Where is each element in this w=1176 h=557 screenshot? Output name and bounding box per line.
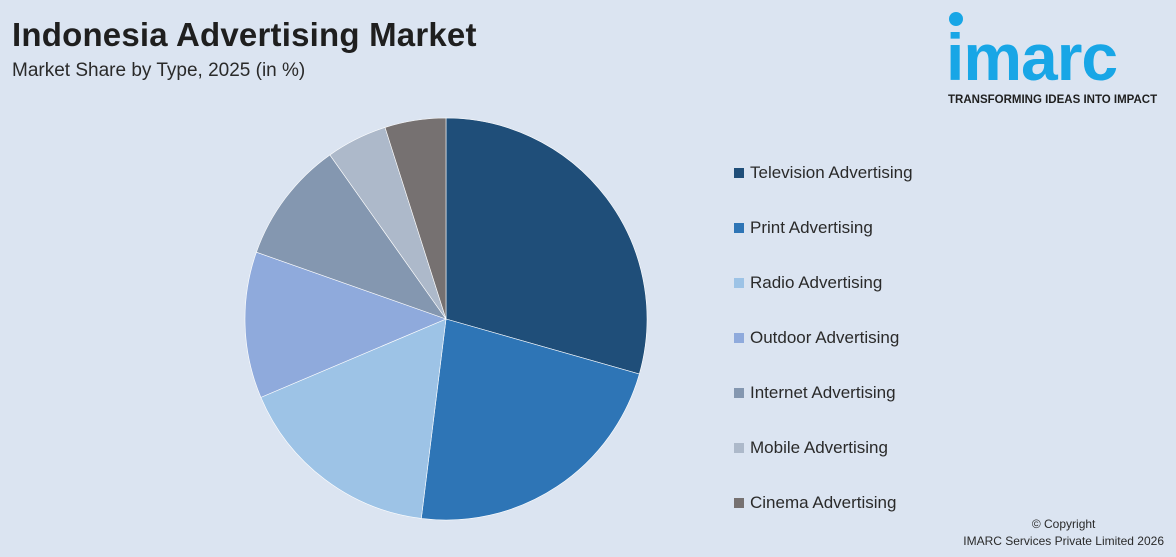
chart-subtitle: Market Share by Type, 2025 (in %) [12,60,306,81]
legend-swatch [734,167,744,178]
logo-tagline: TRANSFORMING IDEAS INTO IMPACT [948,94,1158,106]
legend-label: Television Advertising [750,162,913,182]
legend-swatch [734,277,744,288]
legend-swatch [734,387,744,398]
copyright: © Copyright IMARC Services Private Limit… [963,516,1164,550]
pie-slice-radio-advertising [260,318,447,519]
copyright-line-1: © Copyright [1031,517,1096,531]
logo-dot [949,12,963,26]
legend-label: Cinema Advertising [750,492,897,512]
imarc-logo: imarc TRANSFORMING IDEAS INTO IMPACT [946,10,1172,110]
legend-swatch [734,497,744,508]
logo-wordmark: imarc [946,20,1118,94]
legend-label: Mobile Advertising [750,437,888,457]
legend-item-television-advertising: Television Advertising [734,145,913,200]
legend-label: Radio Advertising [750,272,883,292]
legend-swatch [734,332,744,343]
legend-item-cinema-advertising: Cinema Advertising [734,475,913,530]
pie-slice-cinema-advertising [384,117,447,320]
legend-swatch [734,442,744,453]
legend-item-outdoor-advertising: Outdoor Advertising [734,310,913,365]
legend-label: Print Advertising [750,217,873,237]
legend-item-internet-advertising: Internet Advertising [734,365,913,420]
legend-item-print-advertising: Print Advertising [734,200,913,255]
pie-chart [244,117,648,521]
pie-slice-internet-advertising [256,154,447,320]
legend-item-radio-advertising: Radio Advertising [734,255,913,310]
legend-label: Internet Advertising [750,382,896,402]
chart-legend: Television Advertising Print Advertising R… [734,145,913,530]
legend-label: Outdoor Advertising [750,327,900,347]
chart-title: Indonesia Advertising Market [12,16,477,53]
pie-slice-print-advertising [420,318,640,521]
pie-slice-television-advertising [445,117,648,375]
copyright-line-2: IMARC Services Private Limited 2026 [963,534,1164,548]
legend-item-mobile-advertising: Mobile Advertising [734,420,913,475]
legend-swatch [734,222,744,233]
pie-slice-outdoor-advertising [244,251,447,398]
